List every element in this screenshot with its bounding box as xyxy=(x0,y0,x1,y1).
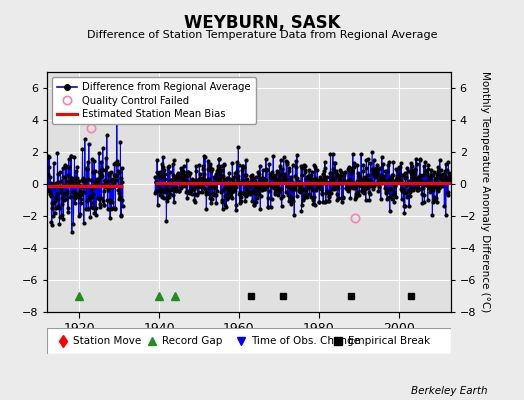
Text: Station Move: Station Move xyxy=(73,336,141,346)
Text: Time of Obs. Change: Time of Obs. Change xyxy=(251,336,360,346)
FancyBboxPatch shape xyxy=(47,328,451,354)
Y-axis label: Monthly Temperature Anomaly Difference (°C): Monthly Temperature Anomaly Difference (… xyxy=(481,71,490,313)
Text: Record Gap: Record Gap xyxy=(162,336,223,346)
Legend: Difference from Regional Average, Quality Control Failed, Estimated Station Mean: Difference from Regional Average, Qualit… xyxy=(52,77,256,124)
Text: Empirical Break: Empirical Break xyxy=(348,336,430,346)
Text: WEYBURN, SASK: WEYBURN, SASK xyxy=(184,14,340,32)
Text: Berkeley Earth: Berkeley Earth xyxy=(411,386,487,396)
Text: Difference of Station Temperature Data from Regional Average: Difference of Station Temperature Data f… xyxy=(87,30,437,40)
